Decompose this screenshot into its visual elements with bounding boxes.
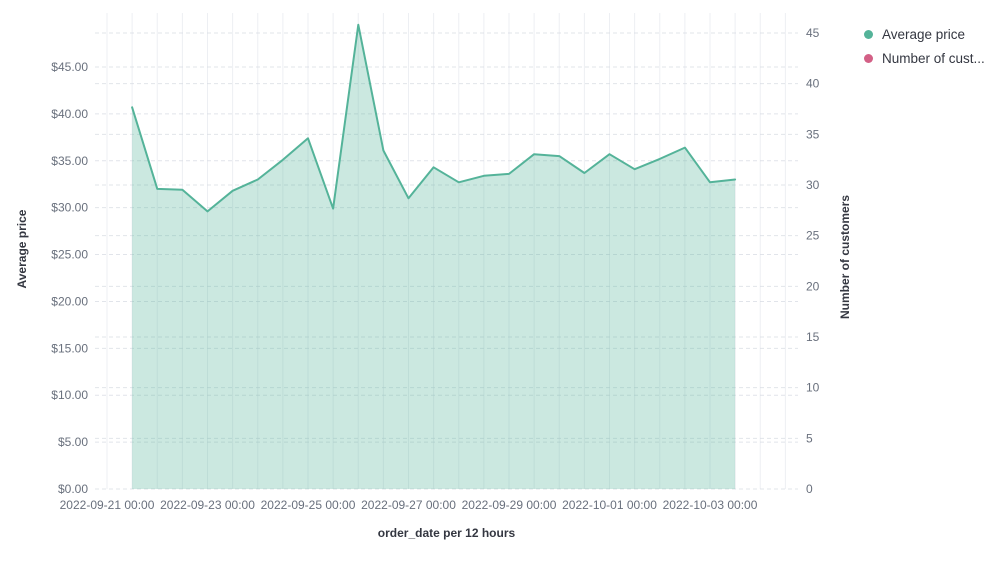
x-axis-tick-label: 2022-09-21 00:00	[60, 498, 155, 512]
y-axis-left-tick-label: $30.00	[51, 201, 88, 215]
y-axis-left-tick-label: $5.00	[58, 435, 88, 449]
x-axis-tick-label: 2022-09-23 00:00	[160, 498, 255, 512]
y-axis-right-tick-label: 35	[806, 127, 820, 141]
y-axis-right-tick-label: 5	[806, 431, 813, 445]
x-axis-tick-label: 2022-10-01 00:00	[562, 498, 657, 512]
y-axis-left-tick-label: $0.00	[58, 482, 88, 496]
y-axis-right-tick-label: 25	[806, 229, 820, 243]
y-axis-right-tick-label: 40	[806, 77, 820, 91]
y-axis-left-tick-label: $45.00	[51, 60, 88, 74]
y-axis-left-tick-label: $10.00	[51, 388, 88, 402]
y-axis-left-tick-label: $40.00	[51, 107, 88, 121]
y-axis-right-tick-label: 20	[806, 279, 820, 293]
y-axis-left-tick-label: $20.00	[51, 294, 88, 308]
x-axis-tick-label: 2022-10-03 00:00	[663, 498, 758, 512]
average-price-area-fill	[132, 24, 736, 490]
legend-label: Number of cust...	[882, 50, 985, 66]
legend-dot-average-price	[864, 29, 873, 39]
y-axis-right-title: Number of customers	[838, 194, 852, 320]
x-axis-tick-label: 2022-09-25 00:00	[261, 498, 356, 512]
x-axis-tick-label: 2022-09-29 00:00	[462, 498, 557, 512]
y-axis-left-title: Average price	[15, 209, 29, 289]
y-axis-left-tick-label: $25.00	[51, 248, 88, 262]
legend-item-number-of-customers[interactable]: Number of cust...	[864, 46, 1006, 70]
x-axis-title: order_date per 12 hours	[377, 526, 516, 540]
x-axis-tick-label: 2022-09-27 00:00	[361, 498, 456, 512]
y-axis-right-tick-label: 0	[806, 482, 813, 496]
average-price-line	[131, 23, 737, 213]
legend-label: Average price	[882, 26, 966, 42]
y-axis-right-tick-label: 30	[806, 178, 820, 192]
y-axis-left-tick-label: $15.00	[51, 341, 88, 355]
y-axis-right-tick-label: 10	[806, 381, 820, 395]
legend-item-average-price[interactable]: Average price	[864, 22, 1006, 46]
legend: Average price Number of cust...	[864, 22, 1006, 70]
y-axis-left-tick-label: $35.00	[51, 154, 88, 168]
y-axis-right-tick-label: 45	[806, 26, 820, 40]
legend-dot-number-of-customers	[864, 53, 873, 63]
y-axis-right-tick-label: 15	[806, 330, 820, 344]
